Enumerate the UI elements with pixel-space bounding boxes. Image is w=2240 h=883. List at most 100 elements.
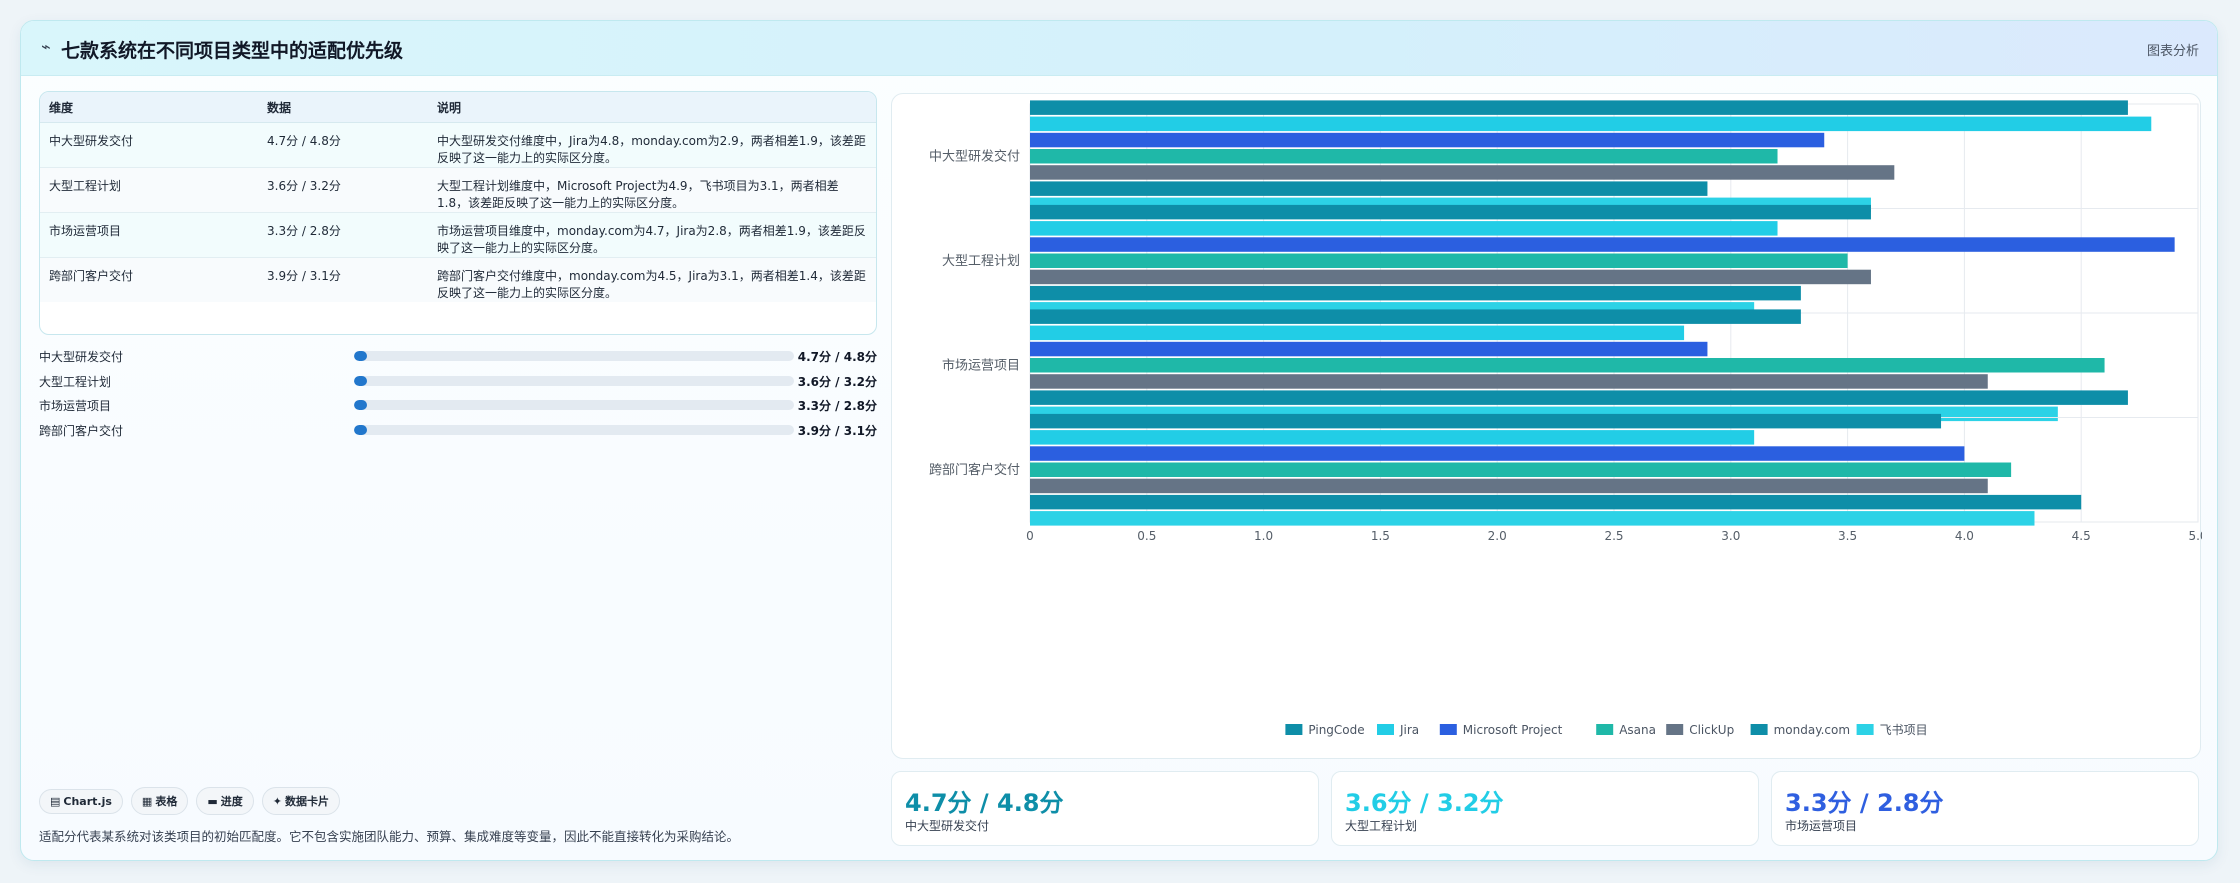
- legend-label: Jira: [1399, 723, 1419, 737]
- x-tick-label: 1.0: [1254, 529, 1273, 543]
- progress-value: 3.9分 / 3.1分: [797, 423, 877, 438]
- y-tick-label: 大型工程计划: [942, 254, 1020, 269]
- chip-data-cards[interactable]: ✦ 数据卡片: [261, 787, 340, 815]
- bar: [1030, 374, 1988, 389]
- bar: [1030, 253, 1848, 268]
- bar: [1030, 237, 2175, 252]
- cell-data: 3.9分 / 3.1分: [258, 257, 428, 302]
- x-tick-label: 0.5: [1137, 529, 1156, 543]
- cell-data: 3.6分 / 3.2分: [258, 167, 428, 213]
- table-row: 大型工程计划 3.6分 / 3.2分 大型工程计划维度中，Microsoft P…: [40, 167, 876, 213]
- legend-swatch: [1666, 724, 1684, 735]
- bar-chart: 0 0.5 1.0 1.5 2.0 2.5 3.0 3.5 4.0 4.5 5.0 中大型研发交付大型…: [929, 100, 2202, 737]
- bar: [1030, 341, 1708, 357]
- stat-value: 3.3分 / 2.8分: [1785, 789, 1944, 817]
- progress-row: 大型工程计划 3.6分 / 3.2分: [39, 371, 877, 396]
- progress-label: 中大型研发交付: [39, 350, 124, 364]
- table-row: 跨部门客户交付 3.9分 / 3.1分 跨部门客户交付维度中，monday.co…: [40, 257, 876, 302]
- bar: [1030, 285, 1801, 301]
- bar: [1030, 325, 1685, 341]
- progress-fill: [354, 351, 368, 361]
- x-tick-label: 0: [1026, 529, 1034, 543]
- bar: [1030, 511, 2035, 526]
- stat-card: 4.7分 / 4.8分 中大型研发交付: [891, 771, 1319, 846]
- table-row: 中大型研发交付 4.7分 / 4.8分 中大型研发交付维度中，Jira为4.8，…: [40, 122, 876, 168]
- y-tick-label: 中大型研发交付: [929, 148, 1020, 164]
- progress-row: 市场运营项目 3.3分 / 2.8分: [39, 395, 877, 420]
- bar: [1030, 100, 2128, 115]
- chip-label: 数据卡片: [284, 795, 329, 808]
- bar: [1030, 165, 1895, 180]
- legend-label: Asana: [1619, 723, 1656, 737]
- progress-label: 大型工程计划: [39, 374, 112, 389]
- progress-value: 3.3分 / 2.8分: [797, 399, 877, 413]
- progress-row: 中大型研发交付 4.7分 / 4.8分: [39, 346, 877, 371]
- bar: [1030, 116, 2152, 132]
- legend-swatch: [1285, 724, 1303, 735]
- bar: [1030, 358, 2105, 373]
- bar: [1030, 462, 2012, 477]
- y-tick-label: 跨部门客户交付: [929, 462, 1020, 478]
- chip-label: Chart.js: [63, 795, 112, 808]
- table-icon: ▦: [141, 795, 153, 808]
- y-tick-label: 市场运营项目: [942, 357, 1020, 373]
- column-header-description: 说明: [428, 92, 876, 123]
- legend-swatch: [1856, 724, 1874, 735]
- x-tick-label: 2.5: [1604, 529, 1623, 543]
- feature-chips: ▤ Chart.js ▦ 表格 ▬ 进度 ✦ 数据卡片: [39, 787, 348, 815]
- legend-swatch: [1750, 724, 1768, 735]
- legend-label: 飞书项目: [1880, 723, 1928, 737]
- cell-dimension: 大型工程计划: [40, 167, 258, 213]
- bar: [1030, 494, 2082, 510]
- bar: [1030, 478, 1988, 494]
- dashboard-panel: ⌁ 七款系统在不同项目类型中的适配优先级 图表分析 维度 数据 说明 中大型研发…: [20, 20, 2218, 861]
- progress-row: 跨部门客户交付 3.9分 / 3.1分: [39, 420, 877, 445]
- stat-label: 中大型研发交付: [905, 819, 990, 833]
- progress-list: 中大型研发交付 4.7分 / 4.8分 大型工程计划 3.6分 / 3.2分 市…: [39, 346, 877, 444]
- bar: [1030, 309, 1801, 324]
- legend-swatch: [1596, 724, 1614, 735]
- progress-track: [354, 375, 794, 386]
- legend-label: PingCode: [1308, 723, 1364, 737]
- cell-description: 中大型研发交付维度中，Jira为4.8，monday.com为2.9，两者相差1…: [428, 122, 876, 168]
- progress-value: 3.6分 / 3.2分: [797, 374, 877, 389]
- progress-fill: [354, 424, 368, 435]
- chip-table[interactable]: ▦ 表格: [130, 787, 189, 815]
- progress-track: [354, 351, 794, 361]
- progress-track: [354, 400, 794, 410]
- sparkle-icon: ✦: [272, 795, 282, 808]
- chart-icon: ▤: [50, 795, 61, 808]
- bar: [1030, 413, 1942, 429]
- chip-chartjs[interactable]: ▤ Chart.js: [39, 789, 123, 814]
- table-header-row: 维度 数据 说明: [40, 92, 876, 123]
- stat-label: 大型工程计划: [1345, 819, 1418, 833]
- progress-fill: [354, 400, 368, 410]
- bar: [1030, 430, 1755, 445]
- cell-data: 3.3分 / 2.8分: [258, 212, 428, 258]
- stat-label: 市场运营项目: [1785, 819, 1858, 833]
- legend-label: ClickUp: [1689, 723, 1734, 737]
- x-tick-label: 2.0: [1488, 529, 1507, 543]
- bar: [1030, 149, 1778, 164]
- stat-card: 3.6分 / 3.2分 大型工程计划: [1331, 771, 1759, 846]
- bar: [1030, 446, 1965, 461]
- panel-header: ⌁ 七款系统在不同项目类型中的适配优先级 图表分析: [21, 21, 2217, 76]
- trend-icon: ⌁: [41, 37, 51, 56]
- x-tick-label: 4.0: [1955, 529, 1974, 543]
- progress-icon: ▬: [207, 795, 218, 808]
- stat-card: 3.3分 / 2.8分 市场运营项目: [1771, 771, 2199, 846]
- footnote: 适配分代表某系统对该类项目的初始匹配度。它不包含实施团队能力、预算、集成难度等变…: [39, 829, 740, 844]
- chip-progress[interactable]: ▬ 进度: [196, 787, 254, 815]
- progress-label: 跨部门客户交付: [39, 423, 124, 438]
- x-tick-label: 3.5: [1838, 529, 1857, 543]
- legend-swatch: [1377, 724, 1394, 735]
- cell-dimension: 市场运营项目: [40, 212, 258, 258]
- table-row: 市场运营项目 3.3分 / 2.8分 市场运营项目维度中，monday.com为…: [40, 212, 876, 258]
- cell-description: 市场运营项目维度中，monday.com为4.7，Jira为2.8，两者相差1.…: [428, 212, 876, 258]
- stat-value: 3.6分 / 3.2分: [1345, 789, 1504, 817]
- legend-label: monday.com: [1774, 723, 1850, 737]
- chip-label: 表格: [155, 795, 178, 808]
- bar: [1030, 181, 1708, 196]
- x-tick-label: 1.5: [1371, 529, 1390, 543]
- bar: [1030, 269, 1871, 285]
